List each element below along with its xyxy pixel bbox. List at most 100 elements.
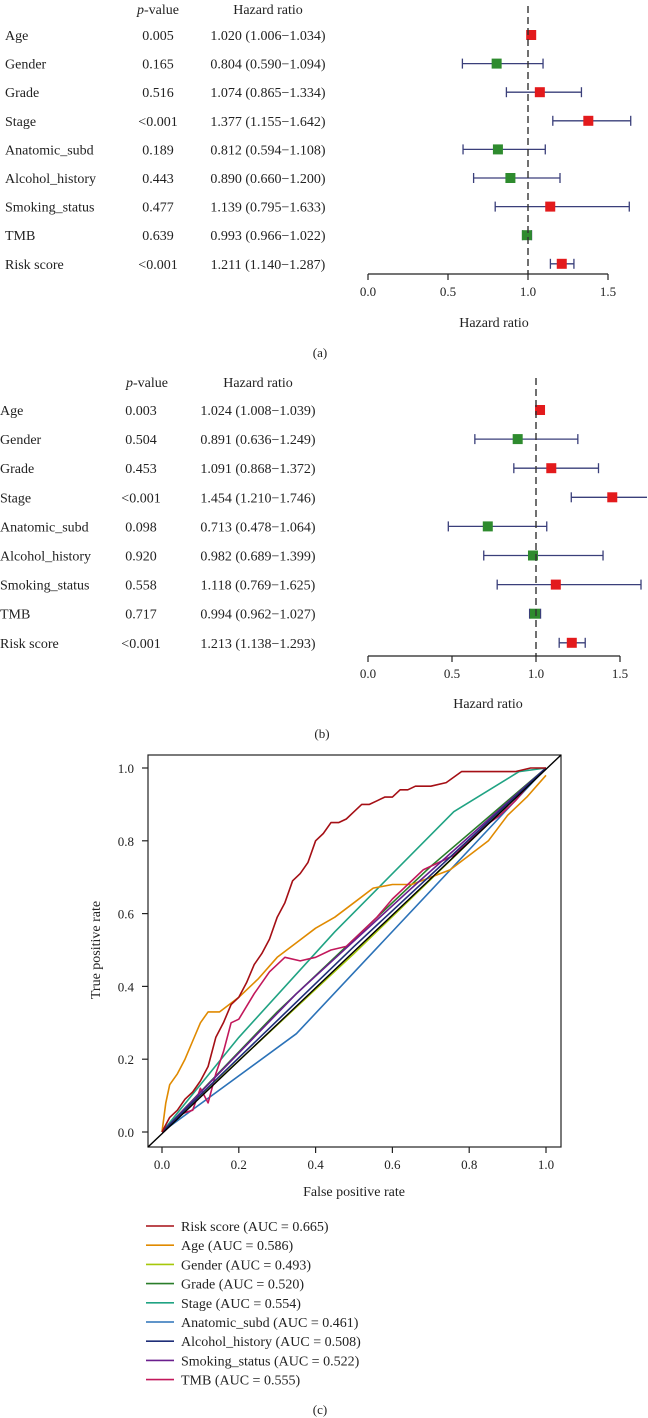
hr-header-b: Hazard ratio [223, 376, 293, 391]
row-name-smoking-status: Smoking_status [5, 201, 94, 216]
row-name-stage: Stage [0, 491, 31, 506]
roc-diagonal [147, 754, 562, 1148]
x-tick-label: 0.5 [444, 666, 460, 681]
row-name-gender: Gender [5, 58, 47, 73]
legend-label: Anatomic_subd (AUC = 0.461) [181, 1316, 359, 1331]
hr-point [527, 550, 538, 561]
row-name-tmb: TMB [5, 229, 35, 244]
hr-text: 0.890 (0.660−1.200) [210, 172, 326, 187]
row-name-alcohol-history: Alcohol_history [0, 550, 91, 565]
row-name-anatomic-subd: Anatomic_subd [5, 143, 94, 158]
legend-label: Smoking_status (AUC = 0.522) [181, 1354, 360, 1369]
p-value: 0.639 [142, 229, 174, 244]
row-name-age: Age [0, 404, 23, 419]
hr-text: 1.454 (1.210−1.746) [200, 491, 316, 506]
hr-point [545, 201, 556, 212]
legend-label: TMB (AUC = 0.555) [181, 1374, 300, 1389]
p-value: 0.189 [142, 143, 174, 158]
x-tick-label: 0.8 [461, 1157, 477, 1172]
y-tick-label: 0.6 [118, 907, 135, 922]
hr-text: 1.139 (0.795−1.633) [210, 201, 326, 216]
hr-point [583, 115, 594, 126]
hr-text: 1.211 (1.140−1.287) [211, 258, 326, 273]
row-name-stage: Stage [5, 115, 36, 130]
y-tick-label: 0.4 [118, 979, 135, 994]
hr-point [535, 405, 546, 415]
x-axis-label-b: Hazard ratio [453, 697, 523, 712]
x-tick-label: 0.4 [307, 1157, 324, 1172]
roc-curve-alcohol-history [161, 767, 547, 1133]
hr-point [546, 463, 557, 474]
hr-point [534, 87, 545, 98]
hr-text: 1.020 (1.006−1.034) [210, 29, 326, 44]
hr-point [566, 637, 577, 648]
hr-point [491, 58, 502, 69]
hr-text: 0.982 (0.689−1.399) [200, 550, 316, 565]
p-value: <0.001 [138, 115, 177, 130]
roc-curve-smoking-status [161, 767, 547, 1133]
row-name-alcohol-history: Alcohol_history [5, 172, 96, 187]
hr-text: 1.024 (1.008−1.039) [200, 404, 316, 419]
hr-point [482, 521, 493, 532]
x-tick-label: 0.0 [360, 284, 376, 299]
row-name-tmb: TMB [0, 608, 30, 623]
roc-curve-risk-score [161, 767, 546, 1133]
x-axis-label-a: Hazard ratio [459, 316, 529, 331]
legend-label: Grade (AUC = 0.520) [181, 1278, 304, 1293]
hr-text: 0.812 (0.594−1.108) [210, 143, 326, 158]
row-name-grade: Grade [5, 86, 39, 101]
hr-text: 1.213 (1.138−1.293) [200, 637, 316, 652]
roc-y-axis-label: True positive rate [89, 901, 104, 999]
legend-label: Stage (AUC = 0.554) [181, 1297, 301, 1312]
p-value: 0.504 [125, 433, 157, 448]
x-tick-label: 0.0 [360, 666, 376, 681]
p-value: 0.717 [125, 608, 157, 623]
hr-point [550, 579, 561, 590]
row-name-age: Age [5, 29, 28, 44]
roc-curve-stage [161, 767, 547, 1133]
p-value: <0.001 [121, 637, 160, 652]
row-name-risk-score: Risk score [5, 258, 64, 273]
x-tick-label: 0.6 [384, 1157, 401, 1172]
hr-text: 0.993 (0.966−1.022) [210, 229, 326, 244]
hr-header-a: Hazard ratio [233, 3, 303, 18]
hr-point [492, 144, 503, 155]
x-tick-label: 0.0 [154, 1157, 170, 1172]
hr-text: 0.804 (0.590−1.094) [210, 58, 326, 73]
forest-plot-a: p-value Hazard ratio Age 0.005 1.020 (1.00… [5, 3, 632, 360]
p-value: 0.098 [125, 520, 157, 535]
x-tick-label: 0.2 [231, 1157, 247, 1172]
x-tick-label: 1.0 [538, 1157, 554, 1172]
hr-point [529, 608, 540, 619]
y-tick-label: 0.2 [118, 1052, 134, 1067]
roc-plot-c: 0.0 0.2 0.4 0.6 0.8 1.0 0.0 0.2 0.4 0.6 0.8 1.0 Fal… [89, 754, 562, 1417]
hr-point [512, 434, 523, 445]
legend-label: Risk score (AUC = 0.665) [181, 1220, 329, 1235]
hr-point [607, 492, 618, 503]
hr-text: 0.891 (0.636−1.249) [200, 433, 316, 448]
roc-x-axis-label: False positive rate [303, 1185, 405, 1200]
p-value: 0.453 [125, 462, 157, 477]
pvalue-header-a: p-value [136, 3, 179, 18]
roc-curve-age [161, 774, 547, 1133]
p-value: 0.516 [142, 86, 174, 101]
hr-text: 0.994 (0.962−1.027) [200, 608, 316, 623]
p-value: 0.558 [125, 579, 157, 594]
panel-label-b: (b) [314, 726, 329, 741]
hr-text: 0.713 (0.478−1.064) [200, 520, 316, 535]
row-name-anatomic-subd: Anatomic_subd [0, 520, 89, 535]
row-name-smoking-status: Smoking_status [0, 579, 89, 594]
row-name-gender: Gender [0, 433, 42, 448]
forest-plot-b: p-value Hazard ratio Age 0.003 1.024 (1.00… [0, 376, 647, 741]
panel-label-c: (c) [313, 1402, 327, 1417]
y-tick-label: 1.0 [118, 761, 134, 776]
p-value: 0.005 [142, 29, 174, 44]
hr-point [505, 173, 516, 183]
x-tick-label: 1.5 [600, 284, 616, 299]
p-value: 0.443 [142, 172, 174, 187]
p-value: 0.477 [142, 201, 174, 216]
legend-label: Gender (AUC = 0.493) [181, 1258, 311, 1273]
hr-text: 1.118 (0.769−1.625) [201, 579, 316, 594]
hr-point [521, 230, 532, 241]
